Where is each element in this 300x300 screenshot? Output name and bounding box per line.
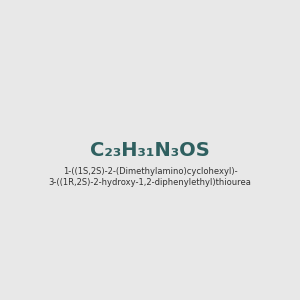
Text: 1-((1S,2S)-2-(Dimethylamino)cyclohexyl)-
3-((1R,2S)-2-hydroxy-1,2-diphenylethyl): 1-((1S,2S)-2-(Dimethylamino)cyclohexyl)-… <box>49 167 251 187</box>
Text: C₂₃H₃₁N₃OS: C₂₃H₃₁N₃OS <box>90 140 210 160</box>
